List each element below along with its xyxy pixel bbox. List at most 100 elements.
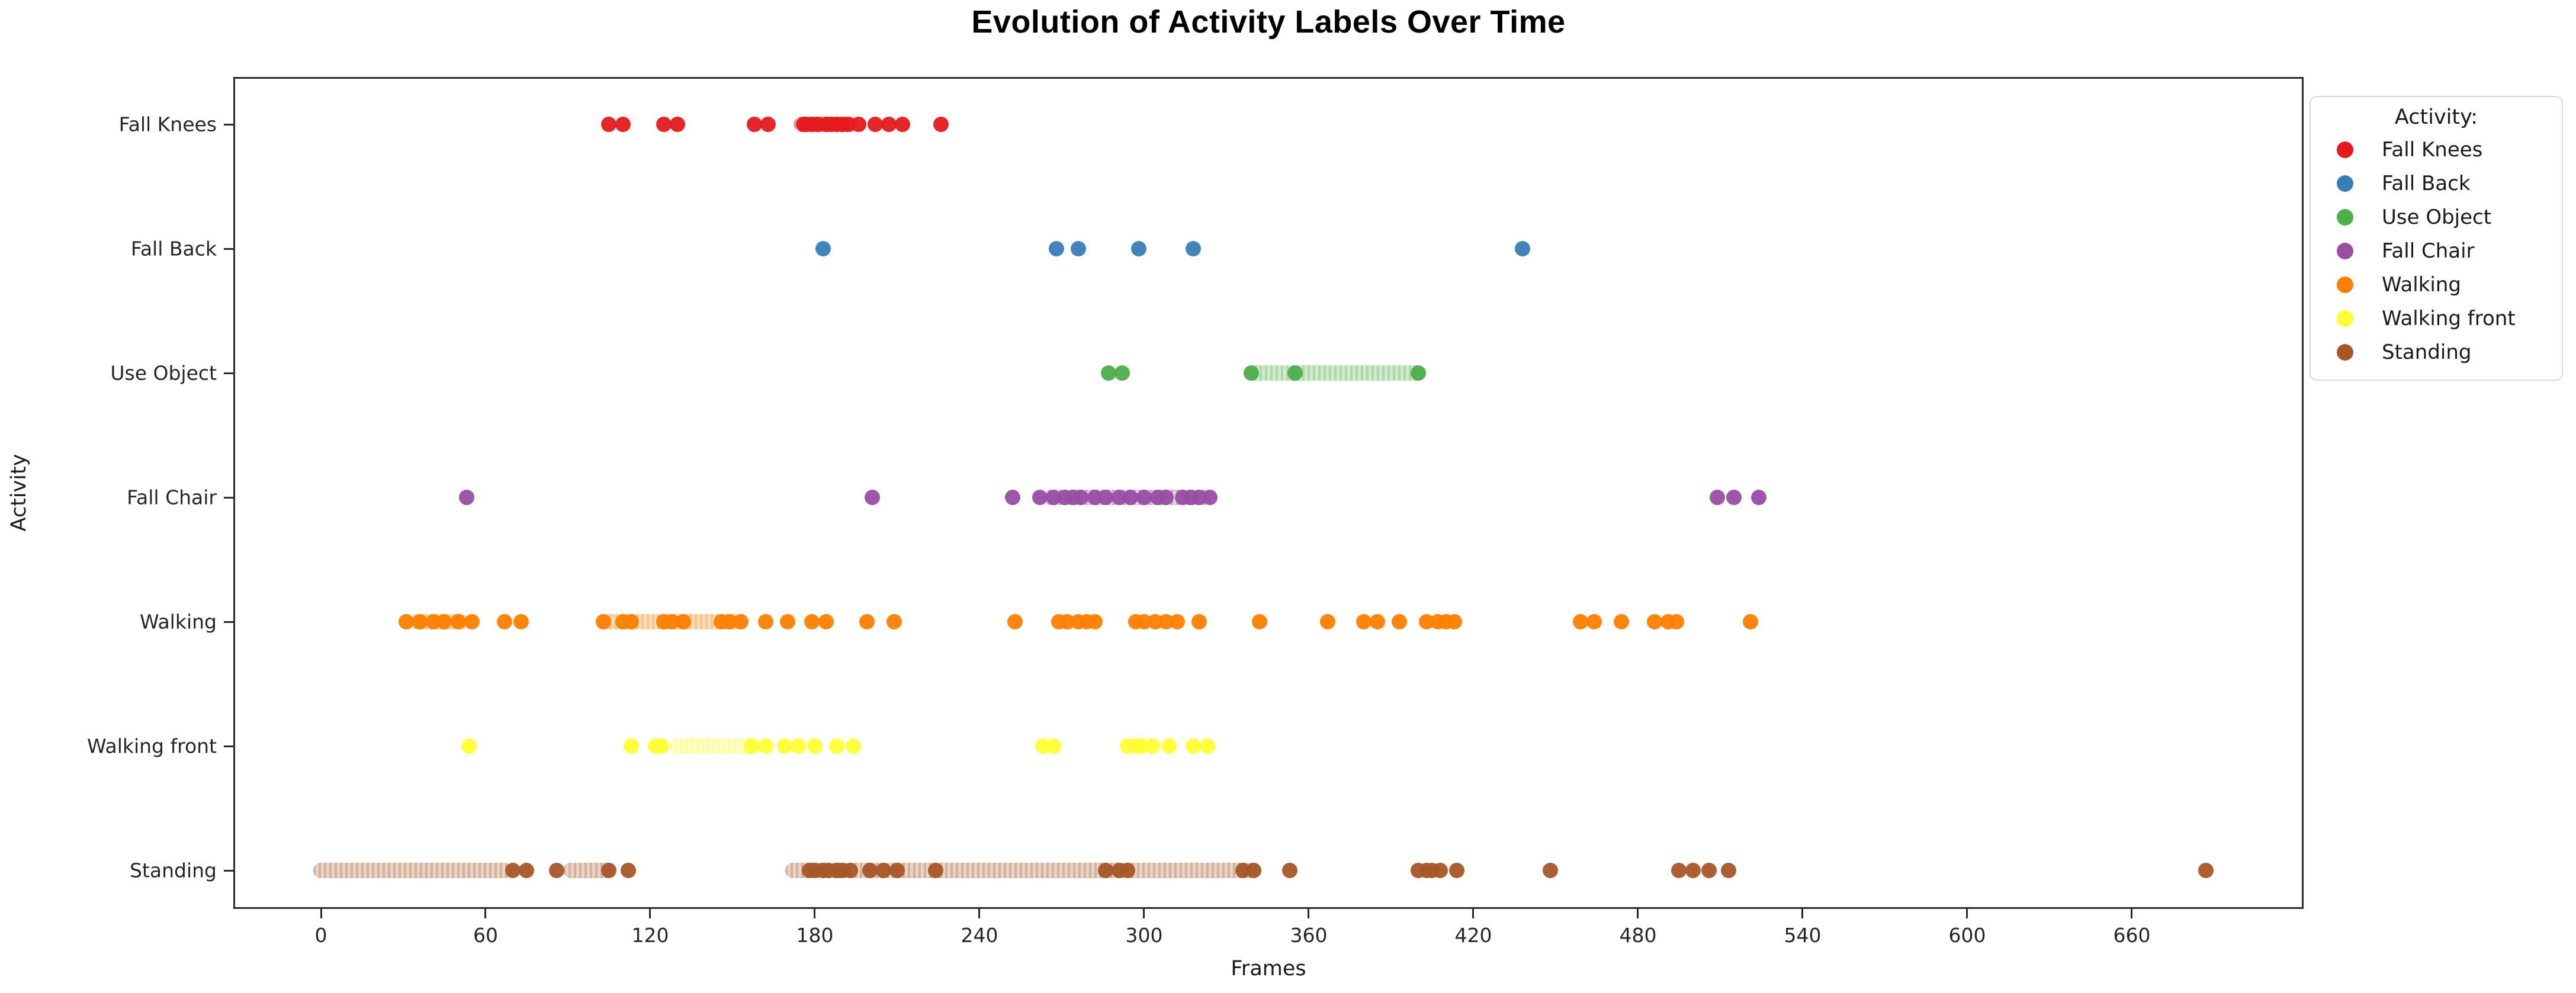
data-point — [1122, 490, 1138, 505]
legend-marker — [2337, 310, 2353, 327]
data-point — [1202, 490, 1218, 505]
legend-item: Fall Chair — [2311, 234, 2562, 268]
data-point — [1646, 614, 1662, 629]
data-point — [791, 738, 807, 754]
data-point — [1281, 863, 1297, 878]
data-point — [615, 117, 631, 132]
legend-item: Fall Knees — [2311, 133, 2562, 166]
data-point — [851, 117, 867, 132]
y-tick-label: Walking — [139, 610, 217, 634]
x-tick-label: 240 — [961, 924, 998, 947]
legend: Activity: Fall Knees Fall Back Use Object F… — [2310, 96, 2563, 381]
y-tick-mark — [224, 745, 233, 747]
data-point — [601, 863, 617, 878]
data-point — [2198, 863, 2214, 878]
data-point — [623, 738, 639, 754]
data-point — [1243, 365, 1259, 381]
data-point — [1287, 365, 1303, 381]
legend-item-label: Walking — [2382, 272, 2461, 297]
data-point — [859, 614, 875, 629]
data-point — [1073, 490, 1089, 505]
data-point — [458, 490, 474, 505]
data-point — [843, 863, 859, 878]
legend-marker — [2337, 141, 2353, 158]
data-point — [513, 614, 529, 629]
data-point — [1432, 863, 1448, 878]
data-point — [889, 863, 905, 878]
data-point — [1614, 614, 1630, 629]
x-tick-mark — [1801, 909, 1804, 918]
data-point — [1199, 738, 1215, 754]
data-point — [1048, 241, 1064, 256]
data-point — [829, 738, 845, 754]
data-point — [1186, 241, 1202, 256]
data-point — [777, 738, 793, 754]
data-point — [779, 614, 795, 629]
data-point — [1515, 241, 1531, 256]
y-tick-label: Standing — [129, 859, 217, 882]
data-point — [1120, 863, 1136, 878]
data-point — [1446, 614, 1462, 629]
data-run — [313, 863, 513, 878]
data-point — [1320, 614, 1336, 629]
data-point — [1191, 614, 1207, 629]
data-point — [933, 117, 949, 132]
data-point — [1158, 490, 1174, 505]
legend-item-label: Standing — [2382, 340, 2472, 364]
data-point — [497, 614, 513, 629]
data-point — [1186, 738, 1202, 754]
data-point — [519, 863, 535, 878]
data-point — [601, 117, 617, 132]
data-point — [450, 614, 466, 629]
data-point — [1161, 738, 1177, 754]
data-point — [804, 614, 820, 629]
data-point — [881, 117, 897, 132]
data-point — [1114, 365, 1130, 381]
data-point — [1586, 614, 1602, 629]
data-point — [867, 117, 883, 132]
chart-title: Evolution of Activity Labels Over Time — [971, 4, 1566, 40]
data-point — [1710, 490, 1726, 505]
data-point — [1246, 863, 1262, 878]
y-tick-mark — [224, 248, 233, 250]
x-tick-label: 480 — [1619, 924, 1657, 947]
x-tick-label: 360 — [1290, 924, 1328, 947]
data-point — [620, 863, 636, 878]
data-point — [1032, 490, 1048, 505]
y-tick-mark — [224, 372, 233, 374]
x-tick-mark — [1966, 909, 1968, 918]
data-point — [675, 614, 691, 629]
plot-area — [233, 77, 2304, 909]
data-point — [549, 863, 565, 878]
data-point — [862, 863, 878, 878]
data-point — [461, 738, 477, 754]
data-point — [1130, 241, 1146, 256]
data-point — [807, 738, 823, 754]
y-tick-mark — [224, 123, 233, 126]
data-run — [1243, 365, 1427, 381]
data-run — [670, 738, 757, 754]
data-point — [1087, 614, 1103, 629]
x-tick-label: 0 — [314, 924, 327, 947]
legend-item: Walking front — [2311, 301, 2562, 335]
legend-marker — [2337, 175, 2353, 192]
data-point — [656, 117, 672, 132]
legend-marker — [2337, 242, 2353, 259]
y-tick-label: Fall Chair — [127, 486, 217, 509]
y-tick-label: Walking front — [86, 734, 217, 758]
x-tick-mark — [484, 909, 487, 918]
x-tick-label: 300 — [1125, 924, 1163, 947]
data-point — [596, 614, 612, 629]
data-point — [1411, 365, 1427, 381]
legend-item-label: Walking front — [2382, 306, 2516, 330]
data-point — [653, 738, 669, 754]
y-tick-label: Fall Back — [130, 237, 217, 261]
data-point — [1356, 614, 1371, 629]
data-point — [398, 614, 414, 629]
data-point — [818, 614, 834, 629]
data-point — [1169, 614, 1185, 629]
data-point — [464, 614, 480, 629]
data-point — [623, 614, 639, 629]
x-tick-label: 120 — [631, 924, 669, 947]
legend-item: Use Object — [2311, 200, 2562, 234]
